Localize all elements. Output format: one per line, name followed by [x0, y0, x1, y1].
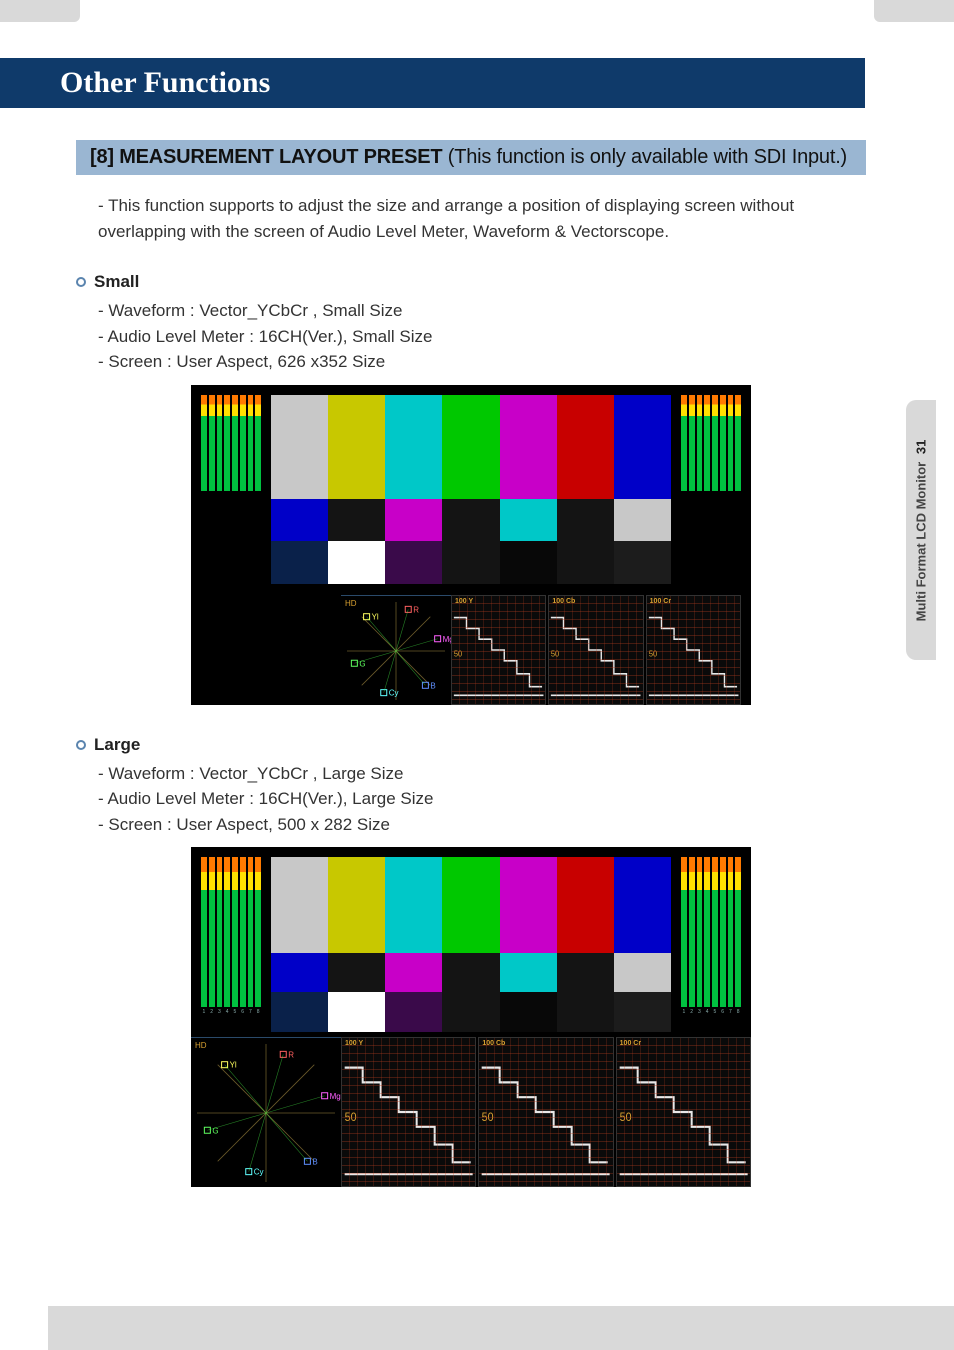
svg-text:Yl: Yl — [230, 1061, 237, 1070]
small-preview: RMgBCyGYlHD100 Y50100 Cb50100 Cr50 — [191, 385, 751, 705]
section-heading: [8] MEASUREMENT LAYOUT PRESET (This func… — [76, 140, 866, 175]
large-details: - Waveform : Vector_YCbCr , Large Size -… — [98, 761, 866, 838]
waveform: 100 Cr50 — [646, 595, 741, 705]
svg-text:B: B — [312, 1157, 317, 1166]
audio-level-meter-left: 12345678 — [201, 857, 261, 1019]
title-band: Other Functions — [0, 58, 865, 108]
audio-level-meter-right: 12345678 — [681, 857, 741, 1019]
vectorscope: RMgBCyGYlHD — [191, 1037, 341, 1187]
footer-bar — [48, 1306, 954, 1350]
svg-text:R: R — [288, 1050, 294, 1059]
vectorscope: RMgBCyGYlHD — [341, 595, 451, 705]
section-intro: - This function supports to adjust the s… — [98, 193, 866, 244]
svg-text:HD: HD — [345, 599, 357, 608]
svg-text:HD: HD — [195, 1041, 207, 1050]
scopes-row: RMgBCyGYlHD100 Y50100 Cb50100 Cr50 — [191, 1037, 751, 1187]
waveform-set: 100 Y50100 Cb50100 Cr50 — [451, 595, 741, 705]
content-area: [8] MEASUREMENT LAYOUT PRESET (This func… — [76, 140, 866, 1217]
side-page-tab: Multi Format LCD Monitor 31 — [906, 400, 936, 660]
waveform: 100 Cr50 — [616, 1037, 751, 1187]
audio-level-meter-right — [681, 395, 741, 491]
svg-text:R: R — [413, 605, 419, 614]
header-tab-right — [874, 0, 954, 22]
page-title: Other Functions — [60, 66, 270, 100]
color-bars — [271, 395, 671, 585]
small-heading: Small — [76, 272, 866, 292]
svg-text:Cy: Cy — [254, 1168, 264, 1177]
small-details: - Waveform : Vector_YCbCr , Small Size -… — [98, 298, 866, 375]
waveform: 100 Y50 — [341, 1037, 476, 1187]
waveform: 100 Cb50 — [478, 1037, 613, 1187]
large-heading: Large — [76, 735, 866, 755]
svg-text:Yl: Yl — [372, 612, 379, 621]
side-page-label: Multi Format LCD Monitor 31 — [914, 439, 929, 621]
waveform-set: 100 Y50100 Cb50100 Cr50 — [341, 1037, 751, 1187]
large-preview: 1234567812345678RMgBCyGYlHD100 Y50100 Cb… — [191, 847, 751, 1187]
header-tab-left — [0, 0, 80, 22]
bullet-icon — [76, 740, 86, 750]
svg-text:Mg: Mg — [443, 634, 451, 643]
color-bars — [271, 857, 671, 1032]
svg-text:Mg: Mg — [330, 1092, 341, 1101]
bullet-icon — [76, 277, 86, 287]
waveform: 100 Cb50 — [548, 595, 643, 705]
audio-level-meter-left — [201, 395, 261, 491]
svg-text:B: B — [430, 681, 435, 690]
svg-text:Cy: Cy — [389, 688, 399, 697]
scopes-row: RMgBCyGYlHD100 Y50100 Cb50100 Cr50 — [341, 595, 741, 705]
waveform: 100 Y50 — [451, 595, 546, 705]
